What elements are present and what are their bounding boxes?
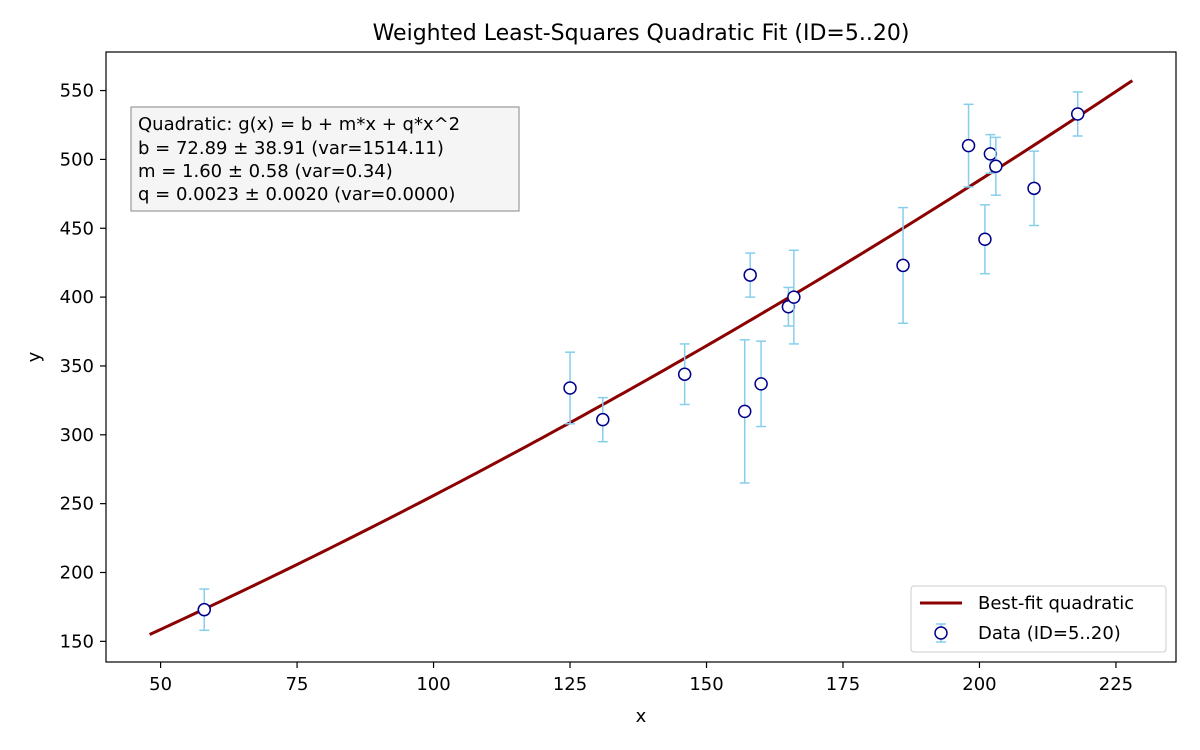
data-point (596, 396, 610, 443)
data-point (743, 252, 757, 298)
data-marker (989, 159, 1003, 174)
data-marker (1070, 107, 1085, 121)
y-tick-label: 200 (60, 562, 94, 583)
data-point (989, 136, 1003, 196)
annotation-line-4: q = 0.0023 ± 0.0020 (var=0.0000) (138, 184, 455, 205)
data-marker (983, 147, 998, 161)
y-tick-label: 450 (60, 218, 94, 239)
x-tick-label: 175 (826, 674, 860, 695)
annotation-frame (130, 106, 520, 212)
y-tick-label: 150 (60, 631, 94, 652)
legend: Best-fit quadratic Data (ID=5..20) (910, 585, 1167, 653)
data-point (961, 103, 976, 188)
plot-area (149, 79, 1134, 636)
y-tick-label: 350 (60, 356, 94, 377)
annotation-line-3: m = 1.60 ± 0.58 (var=0.34) (138, 161, 393, 182)
y-tick-label: 400 (60, 287, 94, 308)
chart-title: Weighted Least-Squares Quadratic Fit (ID… (373, 21, 910, 46)
annotation-line-2: b = 72.89 ± 38.91 (var=1514.11) (138, 138, 444, 159)
axes-frame (105, 51, 1177, 663)
x-tick-label: 225 (1099, 674, 1133, 695)
data-marker (737, 404, 752, 419)
data-point (978, 204, 992, 275)
x-tick-label: 50 (149, 674, 172, 695)
legend-fit-label: Best-fit quadratic (978, 593, 1134, 614)
data-marker (896, 258, 910, 273)
x-tick-label: 200 (962, 674, 996, 695)
data-point (677, 343, 692, 406)
data-marker (787, 290, 801, 304)
y-tick-label: 250 (60, 494, 94, 515)
y-tick-label: 300 (60, 425, 94, 446)
data-point (1027, 150, 1041, 227)
data-marker (677, 367, 692, 381)
y-tick-label: 500 (60, 149, 94, 170)
x-tick-label: 75 (286, 674, 309, 695)
data-marker (1027, 181, 1041, 196)
data-point (197, 588, 212, 632)
data-marker (563, 381, 577, 395)
x-tick-label: 150 (689, 674, 723, 695)
data-point (787, 249, 801, 345)
data-marker (961, 138, 976, 153)
y-axis-label: y (24, 351, 45, 362)
y-axis: 150 200 250 300 350 400 450 500 550 (60, 81, 106, 652)
data-point (754, 340, 768, 428)
data-point (896, 206, 910, 325)
legend-data-label: Data (ID=5..20) (978, 623, 1121, 644)
data-point (563, 351, 577, 425)
data-point (737, 339, 752, 484)
legend-data-marker (934, 626, 948, 640)
data-marker (754, 377, 768, 391)
x-axis: 50 75 100 125 150 175 200 225 (149, 662, 1133, 695)
data-marker (197, 602, 212, 617)
annotation-line-1: Quadratic: g(x) = b + m*x + q*x^2 (138, 114, 460, 135)
data-marker (743, 268, 757, 282)
legend-frame (910, 585, 1167, 653)
data-point (1070, 91, 1085, 137)
x-tick-label: 100 (416, 674, 450, 695)
y-tick-label: 550 (60, 81, 94, 102)
x-axis-label: x (636, 706, 647, 727)
x-tick-label: 125 (553, 674, 587, 695)
data-marker (978, 232, 992, 247)
annotation-box: Quadratic: g(x) = b + m*x + q*x^2 b = 72… (130, 106, 520, 212)
data-marker (596, 412, 610, 427)
